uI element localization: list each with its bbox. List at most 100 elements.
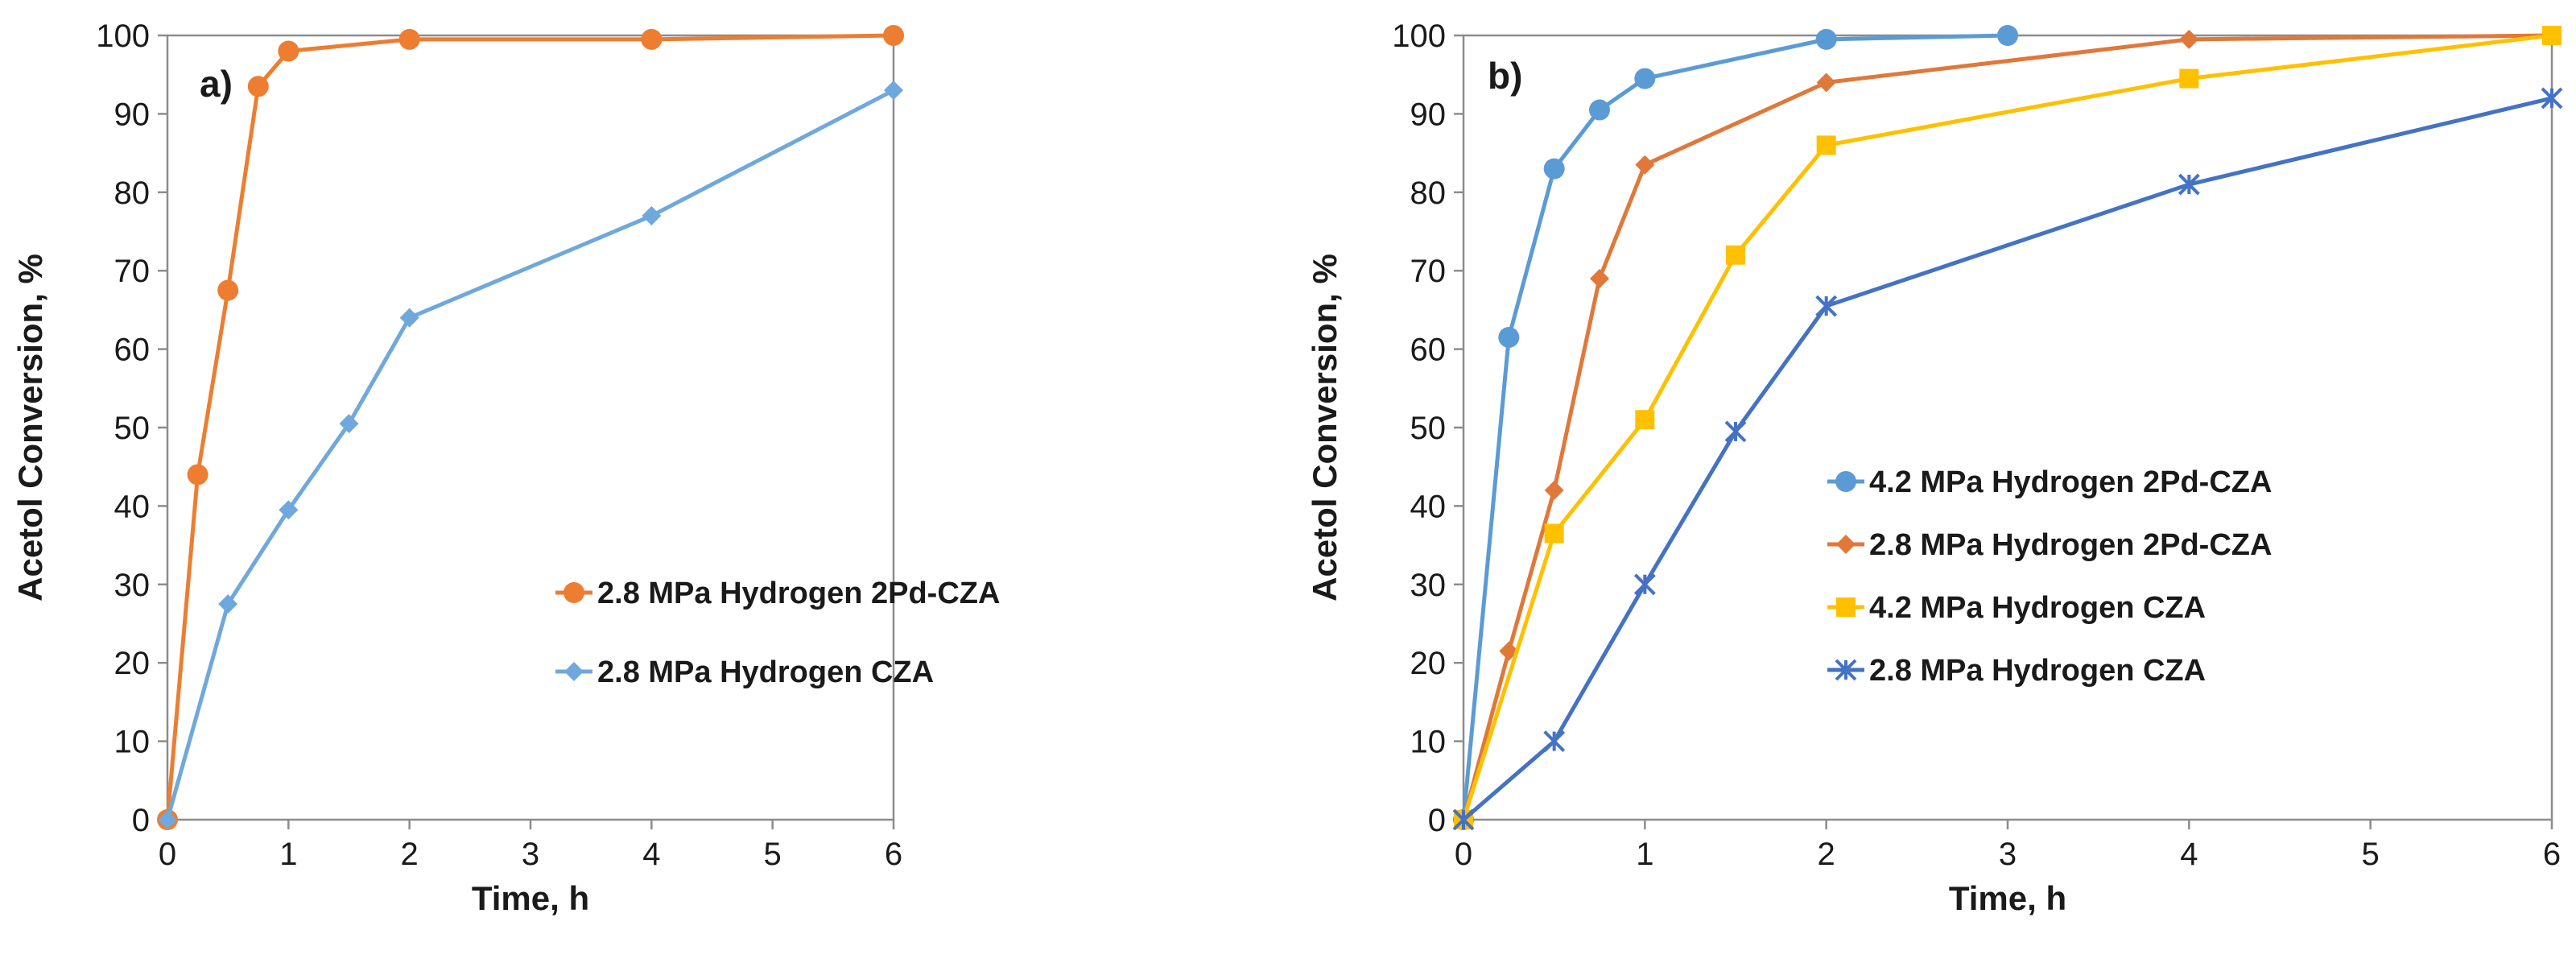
y-tick-label: 100 [1392,19,1446,54]
y-tick-label: 0 [1428,803,1446,838]
chart-panel-1: 0 10 20 30 40 50 60 70 80 90 100 0 1 2 3 4 5 6 Time, h Acet… [11,19,1000,917]
data-point [1452,808,1475,831]
legend-marker [1836,535,1856,554]
y-tick-label: 50 [1410,411,1447,446]
data-point [1634,68,1656,89]
y-tick-label: 70 [114,254,151,289]
series-1 [157,25,904,830]
data-point [2541,87,2563,110]
x-tick-label: 0 [159,837,176,872]
series-4 [1452,87,2563,831]
data-point [1635,155,1655,175]
y-tick-label: 70 [1410,254,1447,289]
y-tick-label: 40 [114,489,151,524]
data-point [399,308,419,328]
data-point [884,81,903,101]
data-point [1543,730,1566,753]
series-line [1461,33,2553,821]
chart-panel-2: 0 10 20 30 40 50 60 70 80 90 100 0 1 2 3 4 5 6 Time, h Acet… [1306,19,2563,917]
y-tick-label: 30 [114,568,151,603]
legend-label: 4.2 MPa Hydrogen CZA [1869,591,2206,625]
data-point [1816,72,1836,93]
data-point [398,28,420,50]
data-point [1544,480,1564,500]
data-point [2178,173,2200,196]
y-tick-label: 40 [1410,489,1447,524]
legend: 4.2 MPa Hydrogen 2Pd-CZA 2.8 MPa Hydrogen… [1827,465,2272,688]
x-tick-label: 2 [1818,837,1835,872]
y-tick-label: 60 [114,333,151,368]
data-point [339,414,359,434]
y-tick-label: 80 [114,176,151,211]
data-point [217,279,239,301]
legend-label: 2.8 MPa Hydrogen CZA [1869,654,2206,688]
data-point [1815,295,1838,317]
y-tick-label: 10 [114,725,151,760]
x-tick-label: 5 [2362,837,2380,872]
data-point [1590,268,1609,288]
y-tick-label: 50 [114,411,151,446]
x-tick-label: 3 [522,837,539,872]
x-tick-label: 4 [642,837,660,872]
legend-marker [1835,471,1856,492]
data-point [279,500,299,520]
legend-label: 2.8 MPa Hydrogen 2Pd-CZA [1869,528,2272,562]
data-point [1726,245,1745,265]
data-point [642,206,662,226]
data-point [187,464,208,486]
legend-marker [564,582,584,603]
y-tick-label: 90 [114,97,151,132]
data-point [2179,68,2199,89]
x-tick-label: 6 [885,837,902,872]
panel-label: b) [1488,55,1522,97]
plot-frame [166,34,895,821]
series-2 [1454,26,2562,829]
legend-marker [1835,659,1857,681]
legend-label: 2.8 MPa Hydrogen CZA [597,655,934,689]
series-2 [158,81,903,829]
x-tick-label: 2 [401,837,419,872]
y-tick-label: 20 [1410,646,1447,681]
series-3 [1454,26,2562,829]
x-tick-label: 5 [764,837,782,872]
panel-label: a) [200,63,233,105]
y-tick-label: 20 [114,646,151,681]
y-tick-label: 60 [1410,333,1447,368]
data-point [1635,410,1655,430]
x-axis-title: Time, h [1949,879,2066,917]
data-point [1589,99,1610,121]
y-axis-title: Acetol Conversion, % [11,254,49,601]
y-tick-label: 0 [132,803,150,838]
data-point [641,28,663,50]
legend-label: 4.2 MPa Hydrogen 2Pd-CZA [1869,465,2272,499]
x-tick-label: 3 [1999,837,2017,872]
data-point [1816,135,1836,155]
data-point [1997,25,2018,46]
legend-marker [564,662,584,681]
legend-label: 2.8 MPa Hydrogen 2Pd-CZA [597,577,1000,610]
data-point [1544,523,1564,544]
data-point [278,40,299,62]
series-line [1461,33,2553,821]
series-line [165,33,894,821]
data-point [1543,158,1565,180]
y-tick-label: 10 [1410,725,1447,760]
y-tick-label: 90 [1410,97,1447,132]
x-tick-label: 0 [1455,837,1472,872]
data-point [158,810,177,829]
x-axis-title: Time, h [472,879,589,917]
data-point [1724,420,1747,443]
legend: 2.8 MPa Hydrogen 2Pd-CZA 2.8 MPa Hydrogen… [555,577,1000,689]
x-tick-label: 6 [2543,837,2561,872]
y-tick-label: 80 [1410,176,1447,211]
legend-marker [1836,597,1856,617]
y-axis-title: Acetol Conversion, % [1306,254,1344,601]
data-point [1815,28,1837,50]
plot-frame [1462,34,2553,821]
data-point [1633,573,1656,596]
y-tick-label: 100 [96,19,150,54]
x-tick-label: 1 [279,837,297,872]
data-point [2542,26,2562,45]
